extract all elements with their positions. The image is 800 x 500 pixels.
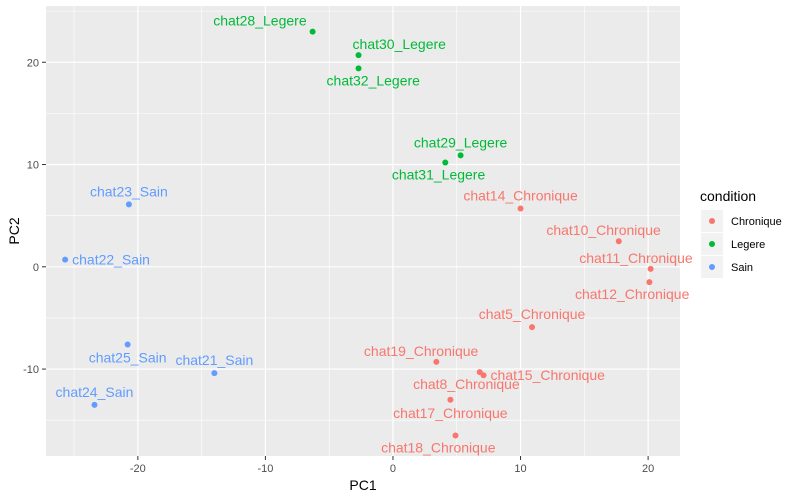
data-point [615,238,622,245]
x-axis-title: PC1 [349,477,376,493]
data-point [62,256,69,263]
data-label: chat29_Legere [414,134,508,150]
legend: condition Chronique Legere Sain [700,188,782,278]
data-point [442,159,449,166]
x-tick-label: 20 [642,463,654,475]
data-point [457,152,464,159]
y-tick-label: 20 [27,57,39,69]
data-point [355,52,362,59]
data-label: chat22_Sain [72,252,150,268]
data-label: chat19_Chronique [364,343,479,359]
data-label: chat10_Chronique [546,222,661,238]
y-axis: -10 0 10 20 [23,57,46,376]
y-tick-label: -10 [23,364,39,376]
data-label: chat31_Legere [392,166,486,182]
data-label: chat12_Chronique [575,286,690,302]
data-label: chat30_Legere [353,36,447,52]
data-point [476,369,483,376]
legend-swatch [709,218,715,224]
data-label: chat32_Legere [327,72,421,88]
legend-label: Sain [731,262,753,274]
data-label: chat18_Chronique [381,440,496,456]
data-label: chat11_Chronique [579,250,693,266]
data-label: chat21_Sain [175,352,253,368]
data-label: chat28_Legere [213,13,307,29]
data-point [91,401,98,408]
data-label: chat5_Chronique [479,306,586,322]
data-point [355,65,362,72]
x-tick-label: -20 [130,463,146,475]
data-point [646,279,653,286]
grid-major [46,6,680,456]
data-point [447,396,454,403]
data-point [452,432,459,439]
panel-background [46,6,680,456]
data-point [647,265,654,272]
x-tick-label: -10 [257,463,273,475]
legend-swatch [709,264,715,270]
data-point [529,324,536,331]
data-points [62,28,654,439]
x-axis: -20 -10 0 10 20 [130,456,654,475]
data-label: chat15_Chronique [491,367,606,383]
grid-minor [46,6,680,456]
legend-label: Chronique [731,216,782,228]
x-tick-label: 10 [514,463,526,475]
data-point [309,28,316,35]
legend-title: condition [700,188,756,204]
data-label: chat23_Sain [90,183,168,199]
data-point [125,201,132,208]
data-point [124,341,131,348]
data-label: chat25_Sain [89,350,167,366]
data-point [517,205,524,212]
legend-swatch [709,241,715,247]
data-label: chat8_Chronique [413,376,520,392]
data-label: chat17_Chronique [393,405,508,421]
x-tick-label: 0 [390,463,396,475]
data-labels: chat28_Legere chat30_Legere chat32_Legerec… [56,13,693,456]
data-point [211,370,218,377]
y-tick-label: 10 [27,160,39,172]
data-label: chat14_Chronique [463,188,578,204]
data-label: chat24_Sain [56,384,134,400]
y-tick-label: 0 [33,262,39,274]
legend-label: Legere [731,239,765,251]
data-point [433,358,440,365]
y-axis-title: PC2 [6,217,22,244]
